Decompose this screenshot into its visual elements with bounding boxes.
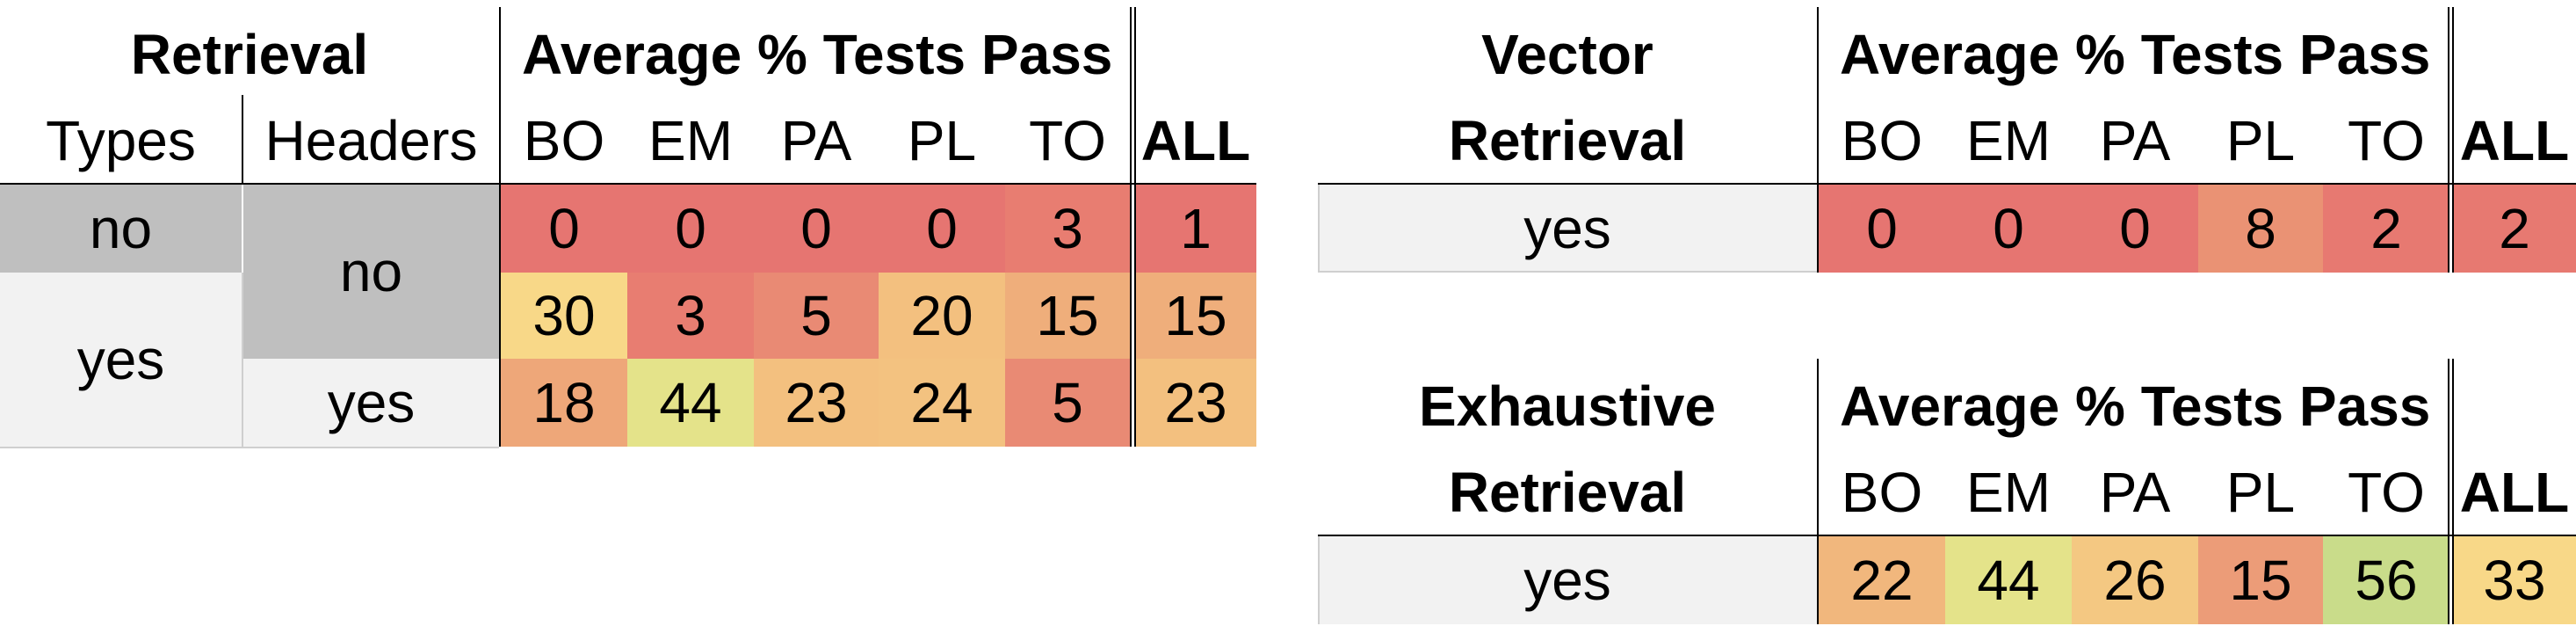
col-em: EM bbox=[1966, 109, 2051, 172]
t3-bo: 22 bbox=[1819, 536, 1945, 624]
t1-r3-all: 23 bbox=[1135, 359, 1256, 447]
types-no: no bbox=[0, 185, 242, 273]
col-to: TO bbox=[2348, 461, 2425, 524]
divider bbox=[1318, 183, 2576, 185]
col-headers: Headers bbox=[264, 109, 478, 172]
t1-r1-pa: 0 bbox=[754, 185, 879, 273]
t3-pl: 15 bbox=[2198, 536, 2323, 624]
divider bbox=[1318, 271, 1817, 273]
divider bbox=[242, 273, 243, 447]
col-pl: PL bbox=[2225, 461, 2296, 524]
t3-pa: 26 bbox=[2072, 536, 2198, 624]
divider bbox=[2448, 7, 2449, 273]
t2-em: 0 bbox=[1945, 185, 2072, 273]
t1-r3-em: 44 bbox=[627, 359, 754, 447]
divider bbox=[1318, 536, 1320, 624]
col-all: ALL bbox=[2459, 461, 2570, 524]
t3-em: 44 bbox=[1945, 536, 2072, 624]
col-bo: BO bbox=[523, 109, 605, 172]
t3-all: 33 bbox=[2453, 536, 2576, 624]
col-to: TO bbox=[1029, 109, 1106, 172]
t1-r3-pl: 24 bbox=[879, 359, 1005, 447]
col-em: EM bbox=[648, 109, 733, 172]
col-pa: PA bbox=[780, 109, 852, 172]
vector-header-line1: Vector bbox=[1481, 23, 1653, 86]
t1-r3-to: 5 bbox=[1005, 359, 1130, 447]
t1-r1-to: 3 bbox=[1005, 185, 1130, 273]
exhaustive-row-label: yes bbox=[1318, 536, 1817, 624]
divider bbox=[2452, 359, 2454, 624]
t1-r1-em: 0 bbox=[627, 185, 754, 273]
vector-header-line2: Retrieval bbox=[1448, 109, 1687, 172]
t2-bo: 0 bbox=[1819, 185, 1945, 273]
t1-r2-pl: 20 bbox=[879, 273, 1005, 359]
headers-no: no bbox=[243, 185, 499, 359]
col-bo: BO bbox=[1841, 461, 1923, 524]
divider bbox=[0, 447, 499, 448]
divider bbox=[2452, 7, 2454, 273]
divider bbox=[499, 7, 501, 447]
divider bbox=[1134, 7, 1136, 447]
t2-pa: 0 bbox=[2072, 185, 2198, 273]
t1-r3-bo: 18 bbox=[501, 359, 627, 447]
t1-r3-pa: 23 bbox=[754, 359, 879, 447]
divider bbox=[1130, 7, 1132, 447]
col-to: TO bbox=[2348, 109, 2425, 172]
col-pa: PA bbox=[2099, 461, 2171, 524]
divider bbox=[1318, 535, 2576, 536]
t1-r2-all: 15 bbox=[1135, 273, 1256, 359]
exhaustive-header-line2: Retrieval bbox=[1448, 461, 1687, 524]
col-types: Types bbox=[46, 109, 196, 172]
retrieval-group-header: Retrieval bbox=[130, 23, 369, 86]
exhaustive-header-line1: Exhaustive bbox=[1419, 375, 1716, 438]
t1-r1-bo: 0 bbox=[501, 185, 627, 273]
divider bbox=[1817, 359, 1819, 624]
divider bbox=[1318, 185, 1320, 273]
divider bbox=[0, 183, 1256, 185]
t1-r1-all: 1 bbox=[1135, 185, 1256, 273]
col-pa: PA bbox=[2099, 109, 2171, 172]
t1-r2-bo: 30 bbox=[501, 273, 627, 359]
t1-r2-em: 3 bbox=[627, 273, 754, 359]
t1-r1-pl: 0 bbox=[879, 185, 1005, 273]
divider bbox=[242, 95, 243, 185]
metric-header: Average % Tests Pass bbox=[522, 23, 1113, 86]
col-all: ALL bbox=[2459, 109, 2570, 172]
types-yes: yes bbox=[0, 273, 242, 447]
col-bo: BO bbox=[1841, 109, 1923, 172]
col-em: EM bbox=[1966, 461, 2051, 524]
divider bbox=[1817, 7, 1819, 273]
divider bbox=[2448, 359, 2449, 624]
col-pl: PL bbox=[2225, 109, 2296, 172]
metric-header: Average % Tests Pass bbox=[1840, 375, 2431, 438]
vector-row-label: yes bbox=[1318, 185, 1817, 273]
col-pl: PL bbox=[907, 109, 977, 172]
t2-all: 2 bbox=[2453, 185, 2576, 273]
t2-pl: 8 bbox=[2198, 185, 2323, 273]
col-all: ALL bbox=[1140, 109, 1251, 172]
t1-r2-to: 15 bbox=[1005, 273, 1130, 359]
t2-to: 2 bbox=[2323, 185, 2449, 273]
metric-header: Average % Tests Pass bbox=[1840, 23, 2431, 86]
headers-yes: yes bbox=[243, 359, 499, 447]
t1-r2-pa: 5 bbox=[754, 273, 879, 359]
t3-to: 56 bbox=[2323, 536, 2449, 624]
